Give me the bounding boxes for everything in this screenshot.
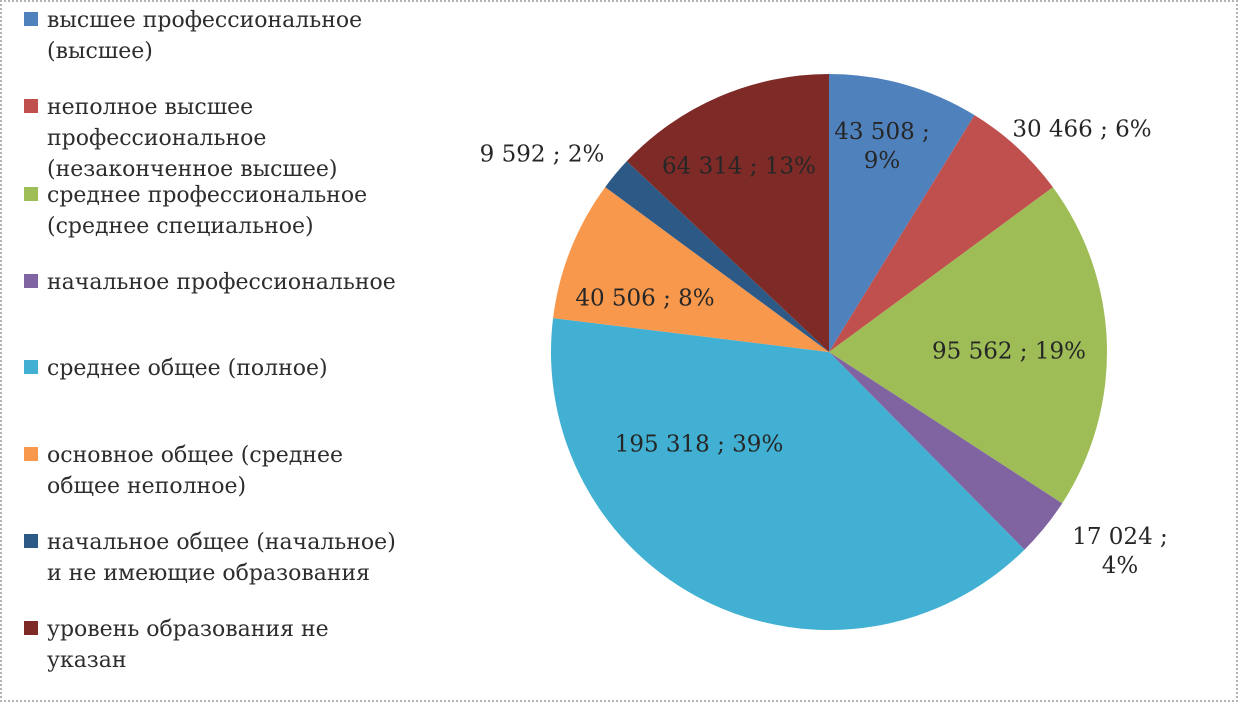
legend-item-label: среднее профессиональное (среднее специа…: [47, 183, 368, 239]
legend-item-5: основное общее (среднее общее неполное): [24, 440, 343, 502]
slice-data-label-5: 40 506 ; 8%: [575, 285, 715, 312]
legend-item-label: начальное профессиональное: [47, 270, 396, 295]
slice-data-label-0: 43 508 ; 9%: [834, 119, 930, 174]
pie-slice-6: [605, 161, 829, 352]
legend-item-label: основное общее (среднее общее неполное): [47, 443, 344, 499]
legend-color-swatch: [24, 274, 38, 288]
slice-data-label-1: 30 466 ; 6%: [1012, 116, 1152, 143]
slice-data-label-7: 64 314 ; 13%: [662, 153, 816, 180]
legend-color-swatch: [24, 360, 38, 374]
slice-data-label-3: 17 024 ; 4%: [1072, 524, 1168, 579]
legend-item-3: начальное профессиональное: [24, 267, 396, 298]
legend-color-swatch: [24, 621, 38, 635]
pie-slice-5: [553, 187, 829, 352]
legend-item-1: неполное высшее профессиональное (незако…: [24, 92, 337, 185]
pie-slice-3: [829, 352, 1063, 550]
legend-item-label: высшее профессиональное (высшее): [47, 8, 363, 64]
legend-item-label: начальное общее (начальное) и не имеющие…: [47, 530, 396, 586]
legend-item-6: начальное общее (начальное) и не имеющие…: [24, 527, 396, 589]
legend-item-label: среднее общее (полное): [47, 356, 328, 381]
chart-legend: высшее профессиональное (высшее) неполно…: [2, 2, 442, 700]
slice-data-label-4: 195 318 ; 39%: [614, 431, 784, 458]
pie-slice-1: [829, 115, 1053, 353]
legend-item-7: уровень образования не указан: [24, 614, 329, 676]
slice-data-label-2: 95 562 ; 19%: [932, 338, 1086, 365]
legend-color-swatch: [24, 447, 38, 461]
legend-color-swatch: [24, 12, 38, 26]
legend-color-swatch: [24, 534, 38, 548]
legend-item-0: высшее профессиональное (высшее): [24, 5, 362, 67]
pie-slice-2: [829, 187, 1107, 504]
legend-item-2: среднее профессиональное (среднее специа…: [24, 180, 367, 242]
slice-data-label-6: 9 592 ; 2%: [479, 141, 605, 168]
legend-item-label: уровень образования не указан: [47, 617, 329, 673]
pie-slice-7: [626, 74, 829, 352]
pie-slice-0: [829, 74, 975, 352]
legend-color-swatch: [24, 187, 38, 201]
legend-color-swatch: [24, 99, 38, 113]
pie-slice-4: [551, 318, 1025, 630]
legend-item-label: неполное высшее профессиональное (незако…: [47, 95, 338, 182]
legend-item-4: среднее общее (полное): [24, 353, 328, 384]
